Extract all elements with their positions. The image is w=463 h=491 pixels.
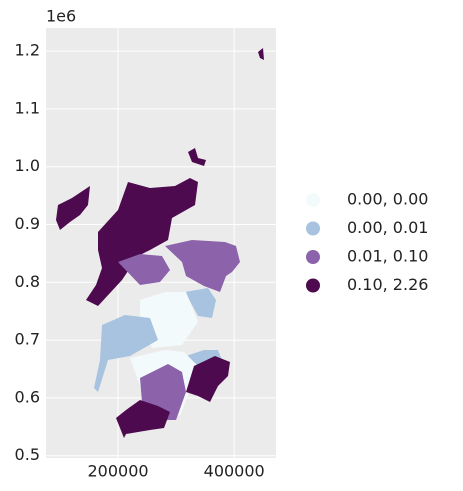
offset-label: 1e6 [46,7,76,26]
y-tick-label: 1.0 [15,156,40,175]
region [118,254,170,285]
y-tick-label: 0.6 [15,387,40,406]
legend-marker [306,221,320,236]
region [188,148,206,166]
y-tick-label: 0.5 [15,445,40,464]
legend-label: 0.10, 2.26 [347,275,428,294]
legend-label: 0.00, 0.01 [347,218,428,237]
x-tick-label: 200000 [87,462,148,481]
region [86,178,198,306]
legend-marker [306,278,320,293]
legend-label: 0.00, 0.00 [347,190,428,209]
legend-label: 0.01, 0.10 [347,247,428,266]
y-tick-label: 0.8 [15,272,40,291]
region [56,186,90,230]
legend: 0.00, 0.00 0.00, 0.01 0.01, 0.10 0.10, 2.26 [306,190,428,294]
y-tick-label: 0.9 [15,214,40,233]
legend-marker [306,250,320,264]
y-tick-label: 0.7 [15,330,40,349]
region [94,315,158,392]
y-tick-label: 1.2 [15,41,40,60]
y-tick-label: 1.1 [15,98,40,117]
region [116,400,170,438]
regions [56,48,264,438]
legend-marker [306,193,320,207]
region [185,288,216,318]
region [186,356,230,402]
region [258,48,264,60]
region [165,240,240,292]
axes: 0.5 0.6 0.7 0.8 0.9 1.0 1.1 1.2 200000 400000 [15,41,265,481]
x-tick-label: 400000 [204,462,265,481]
